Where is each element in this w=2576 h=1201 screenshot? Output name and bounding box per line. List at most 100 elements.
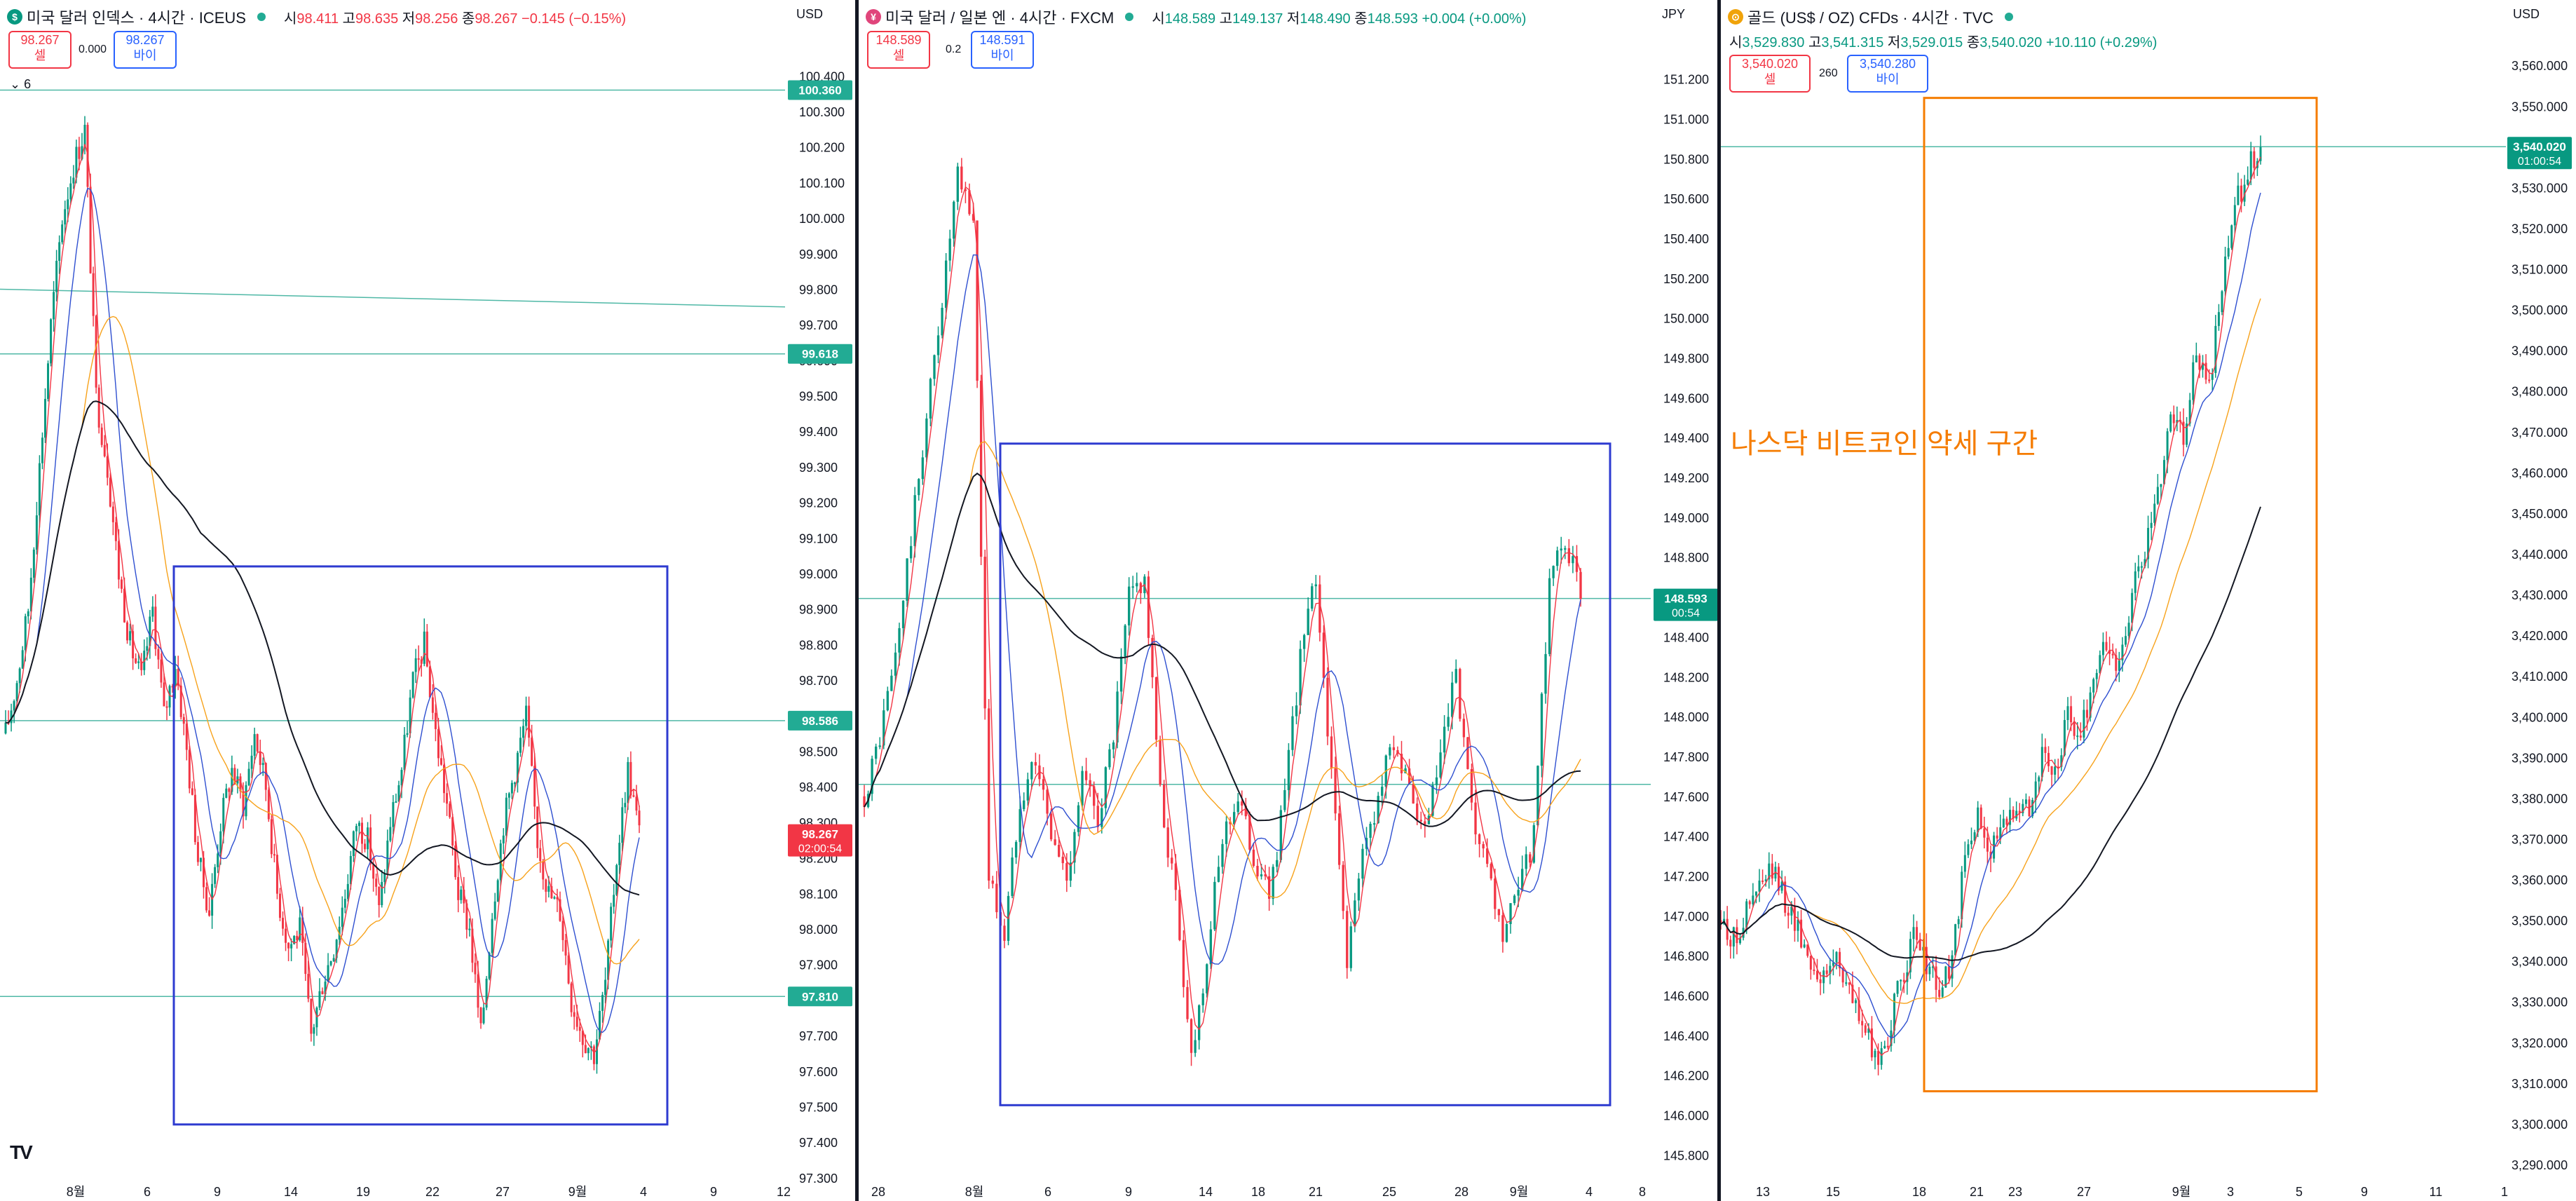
candle-body xyxy=(918,479,920,496)
candle-body xyxy=(1447,717,1450,727)
candle-body xyxy=(561,921,564,940)
y-tick-label: 97.500 xyxy=(799,1100,838,1114)
y-tick-label: 150.800 xyxy=(1663,152,1709,166)
candle-body xyxy=(1416,803,1419,820)
x-tick-label: 18 xyxy=(1912,1185,1926,1199)
candle-body xyxy=(1761,880,1764,882)
candle-body xyxy=(1490,864,1492,879)
candle-body xyxy=(434,712,437,729)
candle-body xyxy=(239,776,242,792)
y-tick-label: 146.800 xyxy=(1663,949,1709,963)
sell-button[interactable]: 98.267 셀 xyxy=(8,31,71,69)
candle-body xyxy=(590,1046,592,1048)
chart-gold[interactable]: 3,290.000 3,300.000 3,310.000 3,320.000 3,33… xyxy=(1721,0,2576,1201)
panel-divider[interactable] xyxy=(1717,0,1721,1201)
candle-body xyxy=(1054,839,1056,845)
symbol-title[interactable]: 미국 달러 / 일본 엔 · 4시간 · FXCM xyxy=(885,9,1115,27)
y-tick-label: 3,430.000 xyxy=(2512,588,2568,602)
x-tick-label: 9월 xyxy=(1510,1185,1529,1199)
chart-dxy[interactable]: 97.30097.40097.50097.60097.70097.80097.9… xyxy=(0,0,855,1201)
candle-body xyxy=(1337,813,1341,865)
candle-body xyxy=(2182,421,2185,445)
candle-body xyxy=(437,728,439,759)
candle-body xyxy=(168,686,171,708)
candle-body xyxy=(364,843,367,850)
x-tick-label: 18 xyxy=(1251,1185,1265,1199)
candle-body xyxy=(1182,939,1185,987)
y-tick-label: 3,420.000 xyxy=(2512,629,2568,643)
candle-body xyxy=(1855,1000,1857,1003)
x-tick-label: 4 xyxy=(640,1185,647,1199)
currency-unit[interactable]: USD xyxy=(2513,7,2540,21)
candle-body xyxy=(1318,584,1321,633)
symbol-title[interactable]: 미국 달러 인덱스 · 4시간 · ICEUS xyxy=(27,9,246,27)
symbol-title[interactable]: 골드 (US$ / OZ) CFDs · 4시간 · TVC xyxy=(1747,9,1994,27)
symbol-header[interactable]: $ 미국 달러 인덱스 · 4시간 · ICEUS 시98.411 고98.63… xyxy=(7,6,626,28)
candle-body xyxy=(4,722,7,734)
candle-body xyxy=(863,796,866,807)
sell-button[interactable]: 3,540.020 셀 xyxy=(1729,55,1811,93)
candle-body xyxy=(2163,460,2165,484)
candle-body xyxy=(304,942,307,975)
candle-body xyxy=(1536,766,1539,826)
candle-body xyxy=(465,903,468,930)
symbol-header[interactable]: ¥ 미국 달러 / 일본 엔 · 4시간 · FXCM 시148.589 고14… xyxy=(866,6,1526,28)
candle-body xyxy=(1011,857,1014,896)
candle-body xyxy=(493,901,496,919)
candle-body xyxy=(245,785,247,817)
candle-body xyxy=(301,917,304,943)
symbol-header[interactable]: ⊙ 골드 (US$ / OZ) CFDs · 4시간 · TVC xyxy=(1728,6,2019,28)
indicator-toggle[interactable]: ⌄ 6 xyxy=(10,77,32,91)
candle-body xyxy=(1560,548,1562,551)
sell-button[interactable]: 148.589 셀 xyxy=(867,31,930,69)
candle-body xyxy=(1803,944,1806,948)
candle-body xyxy=(1748,901,1751,904)
candle-body xyxy=(1058,844,1061,857)
panel-divider[interactable] xyxy=(855,0,859,1201)
y-tick-label: 100.300 xyxy=(799,105,845,119)
candle-body xyxy=(411,672,414,698)
price-tag-countdown: 00:54 xyxy=(1672,608,1700,620)
annotation-text[interactable]: 나스닥 비트코인 약세 구간 xyxy=(1731,428,2038,459)
candle-body xyxy=(1166,827,1169,858)
candle-body xyxy=(425,631,428,667)
buy-button[interactable]: 98.267 바이 xyxy=(114,31,177,69)
price-tag-countdown: 02:00:54 xyxy=(798,843,842,855)
candle-body xyxy=(1540,693,1543,766)
candle-body xyxy=(2208,379,2211,381)
candle-body xyxy=(129,631,132,641)
candle-body xyxy=(47,363,50,399)
panel-dxy[interactable]: 97.30097.40097.50097.60097.70097.80097.9… xyxy=(0,0,855,1201)
candle-body xyxy=(287,942,290,949)
buy-button[interactable]: 3,540.280 바이 xyxy=(1847,55,1928,93)
y-tick-label: 3,370.000 xyxy=(2512,832,2568,846)
currency-unit[interactable]: USD xyxy=(796,7,824,21)
candle-body xyxy=(185,724,188,750)
spread-value: 0.000 xyxy=(79,43,107,55)
candle-body xyxy=(2204,362,2207,380)
candle-body xyxy=(1764,879,1767,881)
candle-body xyxy=(299,917,301,941)
candle-body xyxy=(1579,571,1582,599)
y-tick-label: 99.000 xyxy=(799,567,838,581)
candle-body xyxy=(1244,806,1247,817)
panel-gold[interactable]: 3,290.000 3,300.000 3,310.000 3,320.000 3,33… xyxy=(1721,0,2576,1201)
candle-body xyxy=(968,190,971,215)
buy-button[interactable]: 148.591 바이 xyxy=(971,31,1034,69)
y-tick-label: 98.500 xyxy=(799,745,838,759)
candle-body xyxy=(1932,966,1934,968)
candle-body xyxy=(205,887,208,911)
candle-body xyxy=(1529,854,1532,863)
currency-unit[interactable]: JPY xyxy=(1662,7,1686,21)
candle-body xyxy=(550,886,553,899)
candle-body xyxy=(1973,832,1976,841)
candle-body xyxy=(386,840,389,874)
candle-body xyxy=(882,710,885,746)
chart-usdjpy[interactable]: 145.800 146.000 146.200 146.400 146.600 146.8… xyxy=(859,0,1717,1201)
x-tick-label: 8월 xyxy=(965,1185,984,1199)
candle-body xyxy=(1357,878,1361,901)
candle-body xyxy=(1938,989,1941,997)
candle-body xyxy=(901,600,905,629)
candle-body xyxy=(457,876,460,900)
panel-usdjpy[interactable]: 145.800 146.000 146.200 146.400 146.600 146.8… xyxy=(859,0,1717,1201)
